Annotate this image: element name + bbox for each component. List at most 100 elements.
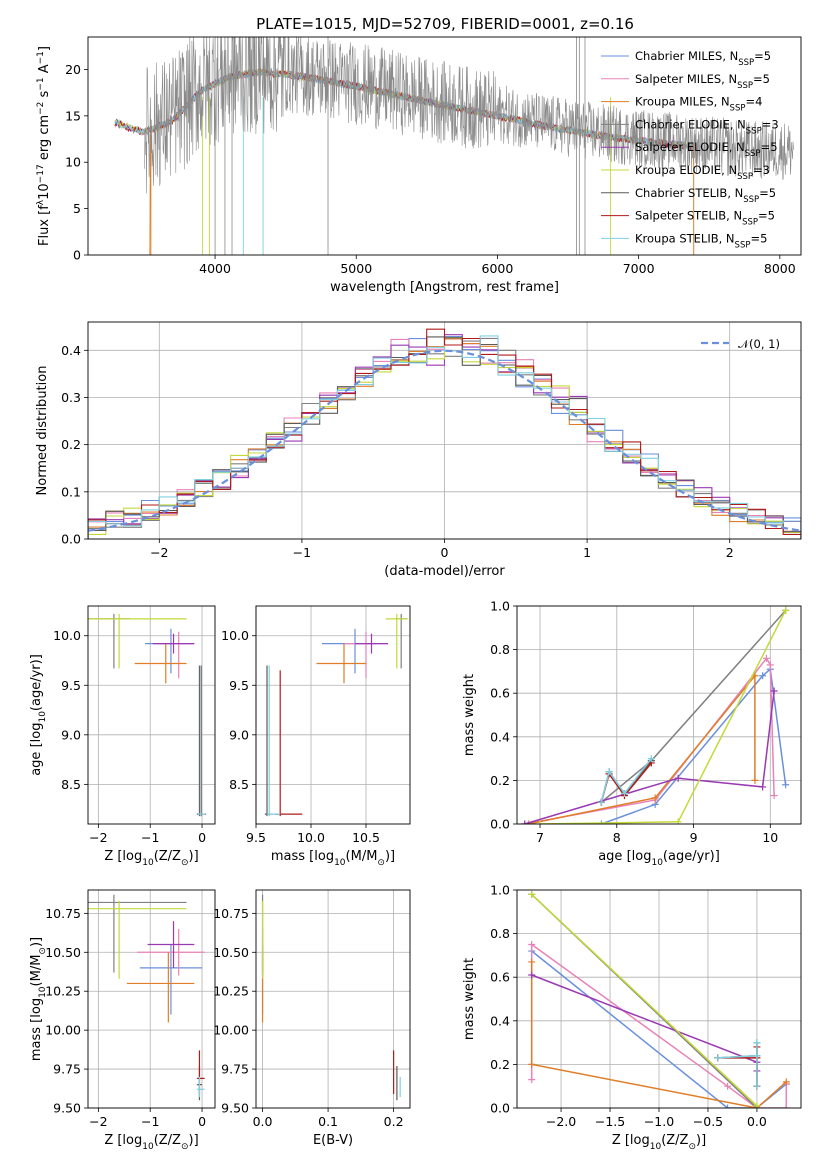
mass_vs_Z-xlabel-part: )] xyxy=(189,1133,199,1148)
legend-entry-part: =4 xyxy=(745,95,762,109)
mass_vs_Z-ylabel-part: ⊙ xyxy=(38,947,48,955)
series-marker-salpeter_elodie xyxy=(770,687,778,695)
series-line-kroupa_elodie xyxy=(539,610,787,824)
y-tick-label: 0.8 xyxy=(490,926,510,941)
legend-entry-part: SSP xyxy=(737,172,753,182)
massweight_vs_age-lines xyxy=(521,606,790,824)
series-line-kroupa_stelib xyxy=(717,1042,758,1087)
legend-entry-part: =3 xyxy=(762,117,779,131)
y-tick-label: 9.0 xyxy=(61,727,81,742)
residuals-xlabel: (data-model)/error xyxy=(384,564,505,579)
x-tick-label: 7 xyxy=(536,830,544,845)
legend-entry-part: =5 xyxy=(761,140,778,154)
series-marker-kroupa_stelib xyxy=(714,1054,722,1062)
series-marker-kroupa_miles xyxy=(782,1078,790,1086)
legend-entry: Chabrier MILES, NSSP=5 xyxy=(635,49,771,68)
y-tick-label: 15 xyxy=(65,108,81,123)
legend-entry-part: =5 xyxy=(759,186,776,200)
y-tick-label: 9.5 xyxy=(61,678,81,693)
legend-entry-part: Chabrier ELODIE, N xyxy=(635,117,746,131)
y-tick-label: 10.75 xyxy=(213,906,249,921)
age_vs_mass-frame xyxy=(255,605,411,825)
series-marker-kroupa_miles xyxy=(528,958,536,966)
y-tick-label: 0.2 xyxy=(61,437,81,452)
y-tick-label: 9.5 xyxy=(229,678,249,693)
massweight_vs_age-frame xyxy=(516,605,802,825)
residual-legend: 𝒩(0, 1) xyxy=(701,337,780,351)
mass_vs_ebv-points xyxy=(261,894,401,1101)
residuals-ylabel: Normed distribution xyxy=(35,366,50,496)
mass_vs_Z-ylabel: mass [log10(M/M⊙)] xyxy=(29,937,48,1061)
age_vs_Z-xlabel-part: )] xyxy=(189,849,199,864)
mass_vs_Z-xlabel: Z [log10(Z/Z⊙)] xyxy=(104,1133,198,1152)
spectrum-ylabel-part: −1 xyxy=(36,51,46,64)
series-marker-kroupa_stelib xyxy=(753,1039,761,1047)
series-marker-kroupa_elodie xyxy=(528,890,536,898)
y-tick-label: 0.0 xyxy=(61,532,81,547)
x-tick-label: 4000 xyxy=(199,261,231,276)
y-tick-label: 10.25 xyxy=(213,984,249,999)
spectrum-ylabel-part: −2 xyxy=(36,102,46,115)
y-tick-label: 10.0 xyxy=(53,628,81,643)
mass_vs_Z-xlabel-part: (Z/Z xyxy=(154,1133,181,1148)
x-tick-label: −2 xyxy=(89,1114,107,1129)
x-tick-label: 7000 xyxy=(623,261,655,276)
age_vs_Z-xlabel-part: 10 xyxy=(142,858,154,868)
spectrum-axes: 4000 5000 6000 7000 8000 0 5 10 15 20 xyxy=(65,62,796,276)
y-tick-label: 0.1 xyxy=(61,484,81,499)
mass_vs_Z-axes: −2 −1 0 9.50 9.75 10.00 10.25 10.50 10.75 xyxy=(45,890,215,1129)
series-marker-chabrier_miles xyxy=(597,820,605,824)
massweight_vs_Z-axes: −2.0 −1.5 −1.0 −0.5 0.0 0.0 0.2 0.4 0.6 0.8 1.0 xyxy=(490,883,801,1129)
spectrum-ylabel-part: ] xyxy=(37,46,52,51)
massweight_vs_age-xlabel-part: (age/yr)] xyxy=(663,849,720,864)
legend-entry-part: SSP xyxy=(735,240,751,250)
x-tick-label: 8 xyxy=(613,830,621,845)
x-tick-label: −2 xyxy=(150,545,168,560)
series-marker-kroupa_miles xyxy=(651,794,659,802)
y-tick-label: 8.5 xyxy=(229,777,249,792)
spectrum-ylabel-part: A xyxy=(37,64,52,77)
y-tick-label: 10.00 xyxy=(45,1023,81,1038)
series-marker-chabrier_miles xyxy=(782,781,790,789)
x-tick-label: −1 xyxy=(141,830,159,845)
legend-entry-part: SSP xyxy=(738,58,754,68)
x-tick-label: 1 xyxy=(583,545,591,560)
legend-entry: Kroupa ELODIE, NSSP=3 xyxy=(635,163,770,182)
age_vs_Z-ylabel-part: (age/yr)] xyxy=(29,654,44,711)
legend-entry-part: =5 xyxy=(753,72,770,86)
series-marker-kroupa_stelib xyxy=(597,798,605,806)
series-marker-kroupa_elodie xyxy=(536,820,544,824)
x-tick-label: 6000 xyxy=(482,261,514,276)
y-tick-label: 5 xyxy=(73,201,81,216)
legend-entry: Salpeter MILES, NSSP=5 xyxy=(635,72,770,91)
y-tick-label: 0.0 xyxy=(490,1101,510,1116)
legend-entry: Salpeter ELODIE, NSSP=5 xyxy=(635,140,778,159)
age_vs_mass-xlabel: mass [log10(M/M⊙)] xyxy=(271,849,395,868)
spectrum-ylabel-part: λ xyxy=(36,199,46,205)
x-tick-label: 5000 xyxy=(340,261,372,276)
series-marker-kroupa_stelib xyxy=(620,789,628,797)
y-tick-label: 8.5 xyxy=(61,777,81,792)
y-tick-label: 0.2 xyxy=(490,773,510,788)
y-tick-label: 0.6 xyxy=(490,686,510,701)
y-tick-label: 10.75 xyxy=(45,906,81,921)
mass_vs_ebv-axes: 0.0 0.1 0.2 9.50 9.75 10.00 10.25 10.50 10.75 xyxy=(213,890,410,1129)
age_vs_mass-axes: 9.5 10.0 10.5 8.5 9.0 9.5 10.0 xyxy=(221,606,410,845)
spectrum-ylabel-part: s xyxy=(37,90,52,101)
series-marker-salpeter_miles xyxy=(782,1104,790,1108)
series-line-kroupa_miles xyxy=(528,673,756,824)
y-tick-label: 10.25 xyxy=(45,984,81,999)
residual-histograms xyxy=(88,328,801,539)
massweight_vs_Z-ylabel: mass weight xyxy=(462,958,477,1040)
massweight_vs_Z-xlabel-part: (Z/Z xyxy=(661,1133,688,1148)
legend-entry-part: =5 xyxy=(758,209,775,223)
y-tick-label: 10 xyxy=(65,155,81,170)
x-tick-label: 10.0 xyxy=(297,830,325,845)
legend-entry-part: Salpeter MILES, N xyxy=(635,72,737,86)
mass_vs_Z-ylabel-part: 10 xyxy=(38,986,48,998)
x-tick-label: 0 xyxy=(441,545,449,560)
legend-entry-part: SSP xyxy=(730,104,746,114)
x-tick-label: −1.0 xyxy=(644,1114,674,1129)
legend-entry: Kroupa STELIB, NSSP=5 xyxy=(635,231,767,250)
